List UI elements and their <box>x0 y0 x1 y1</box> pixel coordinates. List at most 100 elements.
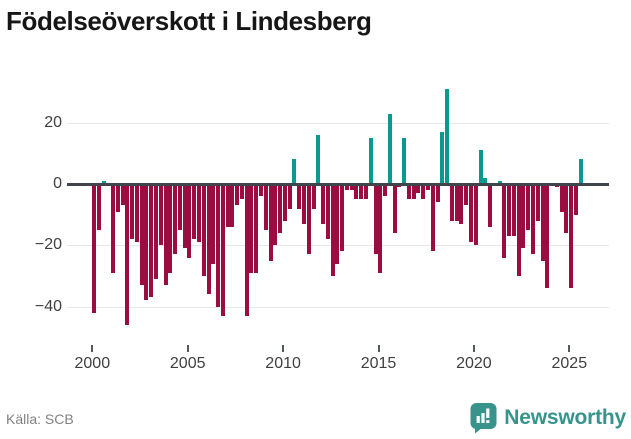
bar-2012-Q4 <box>335 184 340 264</box>
bar-2024-Q3 <box>559 184 564 212</box>
bar-2025-Q1 <box>569 184 574 289</box>
bar-2011-Q3 <box>311 184 316 209</box>
bar-2001-Q4 <box>125 184 130 325</box>
bar-2022-Q2 <box>516 184 521 276</box>
bar-2009-Q4 <box>278 184 283 234</box>
x-axis-tick-2020 <box>472 345 475 352</box>
bar-2018-Q1 <box>435 184 440 203</box>
bar-2021-Q4 <box>507 184 512 237</box>
bar-2007-Q2 <box>230 184 235 227</box>
bar-2024-Q4 <box>564 184 569 234</box>
zero-axis-line <box>67 182 609 186</box>
bar-2017-Q1 <box>416 184 421 194</box>
bar-2003-Q1 <box>149 184 154 298</box>
bar-2018-Q3 <box>445 88 450 184</box>
bar-2012-Q3 <box>330 184 335 276</box>
bar-2006-Q4 <box>220 184 225 316</box>
bar-2019-Q4 <box>468 184 473 243</box>
x-axis-label-2015: 2015 <box>360 355 397 372</box>
bar-2010-Q4 <box>297 184 302 209</box>
bar-2001-Q2 <box>115 184 120 212</box>
y-axis-label--20: −20 <box>34 236 62 254</box>
y-axis-label--40: −40 <box>34 297 62 315</box>
bar-2016-Q1 <box>397 184 402 188</box>
bar-2002-Q1 <box>130 184 135 240</box>
bar-2005-Q1 <box>187 184 192 258</box>
bar-2002-Q2 <box>134 184 139 243</box>
bar-2016-Q3 <box>406 184 411 200</box>
x-axis-tick-2025 <box>568 345 571 352</box>
bar-2020-Q2 <box>478 150 483 184</box>
bar-2011-Q4 <box>316 134 321 184</box>
bar-2003-Q3 <box>158 184 163 246</box>
bar-2022-Q4 <box>526 184 531 230</box>
bar-2016-Q2 <box>402 138 407 184</box>
bar-2017-Q3 <box>426 184 431 191</box>
bar-2004-Q1 <box>168 184 173 273</box>
bar-2023-Q1 <box>531 184 536 255</box>
bar-2020-Q4 <box>488 184 493 227</box>
bar-2017-Q2 <box>421 184 426 200</box>
bar-2013-Q1 <box>340 184 345 252</box>
bar-2024-Q2 <box>554 184 559 188</box>
bar-2014-Q1 <box>359 184 364 200</box>
bar-2000-Q1 <box>92 184 96 313</box>
bar-2004-Q3 <box>177 184 182 230</box>
bar-2015-Q4 <box>392 184 397 234</box>
bar-2006-Q2 <box>211 184 216 264</box>
x-axis-label-2005: 2005 <box>169 355 206 372</box>
y-axis-label-0: 0 <box>53 175 62 192</box>
bar-2007-Q4 <box>239 184 244 200</box>
bar-2022-Q3 <box>521 184 526 249</box>
bar-2014-Q3 <box>368 138 373 184</box>
bar-2025-Q2 <box>573 184 578 215</box>
bar-2018-Q4 <box>449 184 454 221</box>
newsworthy-logo[interactable]: Newsworthy <box>470 402 626 434</box>
bar-2019-Q2 <box>459 184 464 224</box>
bar-2023-Q4 <box>545 184 550 289</box>
bar-2007-Q3 <box>235 184 240 206</box>
bar-2002-Q3 <box>139 184 144 286</box>
bar-2021-Q3 <box>502 184 507 258</box>
x-axis-label-2025: 2025 <box>551 355 588 372</box>
y-axis-label-20: 20 <box>44 113 62 131</box>
bar-2005-Q3 <box>196 184 201 243</box>
bar-2019-Q3 <box>464 184 469 206</box>
bar-2008-Q4 <box>259 184 264 197</box>
x-axis-label-2010: 2010 <box>265 355 301 372</box>
bar-2015-Q3 <box>387 113 392 184</box>
x-axis-tick-2005 <box>186 345 189 352</box>
bar-2006-Q1 <box>206 184 211 295</box>
bar-2023-Q3 <box>540 184 545 261</box>
bar-2003-Q2 <box>154 184 159 279</box>
newsworthy-chart-bubble-icon <box>470 402 497 434</box>
bar-2013-Q2 <box>344 184 349 191</box>
bar-2005-Q4 <box>201 184 206 276</box>
bar-2011-Q1 <box>301 184 306 224</box>
bar-2014-Q2 <box>364 184 368 200</box>
bar-2001-Q1 <box>111 184 116 273</box>
bar-2012-Q1 <box>321 184 326 224</box>
bar-2010-Q3 <box>292 159 297 184</box>
bar-2004-Q4 <box>182 184 187 249</box>
bar-2025-Q3 <box>578 159 583 184</box>
bar-2004-Q2 <box>173 184 178 255</box>
bar-2011-Q2 <box>306 184 311 255</box>
bar-2009-Q1 <box>263 184 268 230</box>
newsworthy-wordmark: Newsworthy <box>504 406 626 429</box>
x-axis-tick-2010 <box>282 345 285 352</box>
bar-2000-Q2 <box>96 184 101 230</box>
bar-2010-Q2 <box>287 184 292 209</box>
bar-2023-Q2 <box>535 184 540 221</box>
bar-2001-Q3 <box>120 184 125 206</box>
bar-2003-Q4 <box>163 184 168 286</box>
x-axis-tick-2015 <box>377 345 380 352</box>
bar-2020-Q3 <box>483 177 488 184</box>
bar-2008-Q1 <box>244 184 249 316</box>
bar-2020-Q1 <box>473 184 478 246</box>
x-axis-label-2000: 2000 <box>74 355 111 372</box>
x-axis-label-2020: 2020 <box>456 355 492 372</box>
gridline-20 <box>67 122 609 124</box>
source-note: Källa: SCB <box>6 411 74 427</box>
